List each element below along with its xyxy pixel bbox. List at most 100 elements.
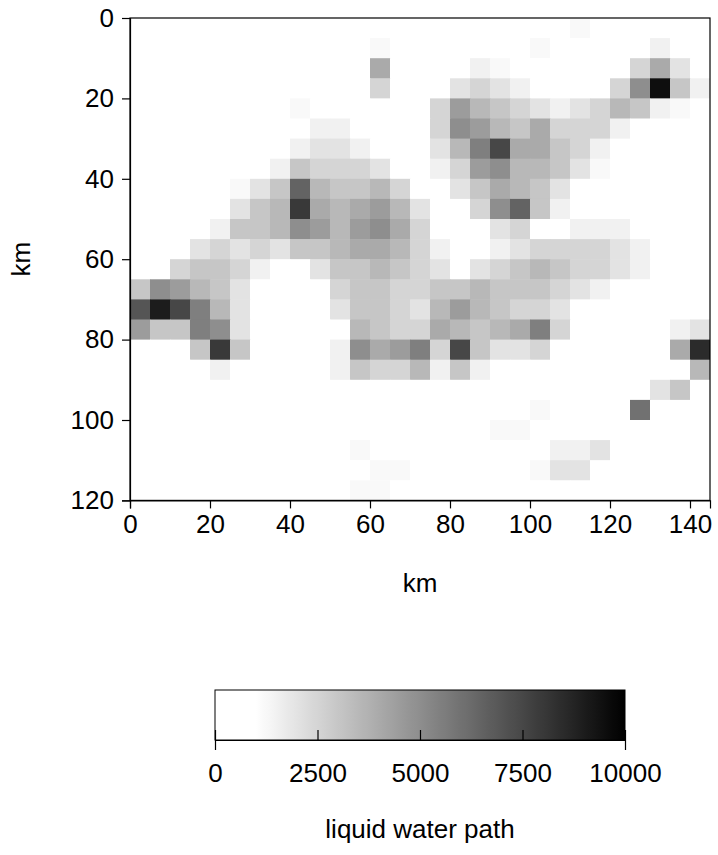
tick: 0: [208, 730, 222, 788]
heatmap-cell: [450, 139, 471, 160]
heatmap-cell: [490, 219, 511, 240]
heatmap-cell: [550, 299, 571, 320]
heatmap-cell: [690, 380, 710, 401]
heatmap-cell: [370, 119, 391, 140]
tick: 140: [669, 500, 712, 538]
tick-mark: [130, 500, 131, 508]
heatmap-cell: [590, 380, 611, 401]
heatmap-cell: [670, 119, 691, 140]
heatmap-cell: [450, 159, 471, 180]
heatmap-cell: [470, 179, 491, 200]
heatmap-cell: [130, 98, 151, 119]
heatmap-cell: [610, 119, 631, 140]
heatmap-cell: [670, 460, 691, 481]
heatmap-cell: [190, 480, 211, 500]
heatmap-cell: [510, 18, 531, 39]
heatmap-cell: [150, 78, 171, 99]
heatmap-cell: [590, 320, 611, 341]
heatmap-cell: [590, 58, 611, 79]
heatmap-cell: [590, 199, 611, 220]
heatmap-cell: [510, 159, 531, 180]
heatmap-cell: [670, 279, 691, 300]
heatmap-cell: [570, 159, 591, 180]
heatmap-cell: [290, 259, 311, 280]
heatmap-cell: [170, 159, 191, 180]
heatmap-cell: [430, 38, 451, 59]
heatmap-cell: [690, 98, 710, 119]
heatmap-cell: [210, 440, 231, 461]
heatmap-cell: [370, 460, 391, 481]
heatmap-cell: [570, 299, 591, 320]
heatmap-cell: [210, 58, 231, 79]
heatmap-cell: [510, 299, 531, 320]
heatmap-cell: [650, 199, 671, 220]
heatmap-cell: [550, 440, 571, 461]
tick-mark: [215, 730, 216, 740]
heatmap-cell: [330, 460, 351, 481]
heatmap-cell: [550, 199, 571, 220]
heatmap-cell: [530, 58, 551, 79]
heatmap-cell: [630, 239, 651, 260]
tick: 20: [196, 500, 225, 538]
tick: 7500: [494, 730, 552, 788]
heatmap-cell: [250, 380, 271, 401]
heatmap-cell: [690, 58, 710, 79]
heatmap-cell: [370, 18, 391, 39]
heatmap-cell: [250, 78, 271, 99]
tick-mark: [530, 500, 531, 508]
heatmap-cell: [310, 58, 331, 79]
heatmap-cell: [210, 299, 231, 320]
tick-mark: [420, 730, 421, 740]
heatmap-cell: [290, 360, 311, 381]
x-axis: 020406080100120140: [123, 500, 712, 538]
heatmap-cell: [230, 18, 251, 39]
heatmap-cell: [650, 360, 671, 381]
heatmap-cell: [370, 98, 391, 119]
heatmap-cell: [230, 279, 251, 300]
heatmap-cell: [470, 119, 491, 140]
heatmap-cell: [270, 179, 291, 200]
heatmap-cell: [650, 98, 671, 119]
heatmap-cell: [230, 380, 251, 401]
heatmap-cell: [270, 460, 291, 481]
heatmap-cell: [210, 139, 231, 160]
heatmap-cell: [630, 320, 651, 341]
heatmap-cell: [370, 199, 391, 220]
heatmap-cell: [550, 179, 571, 200]
heatmap-cell: [690, 139, 710, 160]
heatmap-cell: [330, 119, 351, 140]
heatmap-cell: [250, 400, 271, 421]
heatmap-cell: [690, 460, 710, 481]
heatmap-cell: [430, 199, 451, 220]
heatmap-cell: [490, 360, 511, 381]
heatmap-cell: [270, 38, 291, 59]
heatmap-cell: [650, 400, 671, 421]
heatmap-cell: [330, 320, 351, 341]
heatmap-cell: [510, 78, 531, 99]
heatmap-cell: [170, 460, 191, 481]
heatmap-cell: [130, 320, 151, 341]
tick-label: 0: [123, 509, 137, 539]
heatmap-cell: [290, 159, 311, 180]
heatmap-cell: [350, 119, 371, 140]
heatmap-cell: [330, 480, 351, 500]
heatmap-cell: [130, 460, 151, 481]
heatmap-cell: [470, 139, 491, 160]
heatmap-cell: [610, 18, 631, 39]
heatmap-cell: [570, 38, 591, 59]
heatmap-cell: [450, 380, 471, 401]
heatmap-cell: [470, 98, 491, 119]
heatmap-cell: [270, 199, 291, 220]
heatmap-cell: [210, 360, 231, 381]
heatmap-cell: [310, 460, 331, 481]
heatmap-cell: [230, 480, 251, 500]
tick-mark: [122, 98, 130, 99]
tick: 0: [123, 500, 137, 538]
heatmap-cell: [490, 199, 511, 220]
heatmap-cell: [170, 299, 191, 320]
heatmap-cell: [250, 139, 271, 160]
heatmap-cell: [210, 380, 231, 401]
heatmap-cell: [230, 38, 251, 59]
heatmap-cell: [510, 360, 531, 381]
heatmap-cell: [570, 219, 591, 240]
